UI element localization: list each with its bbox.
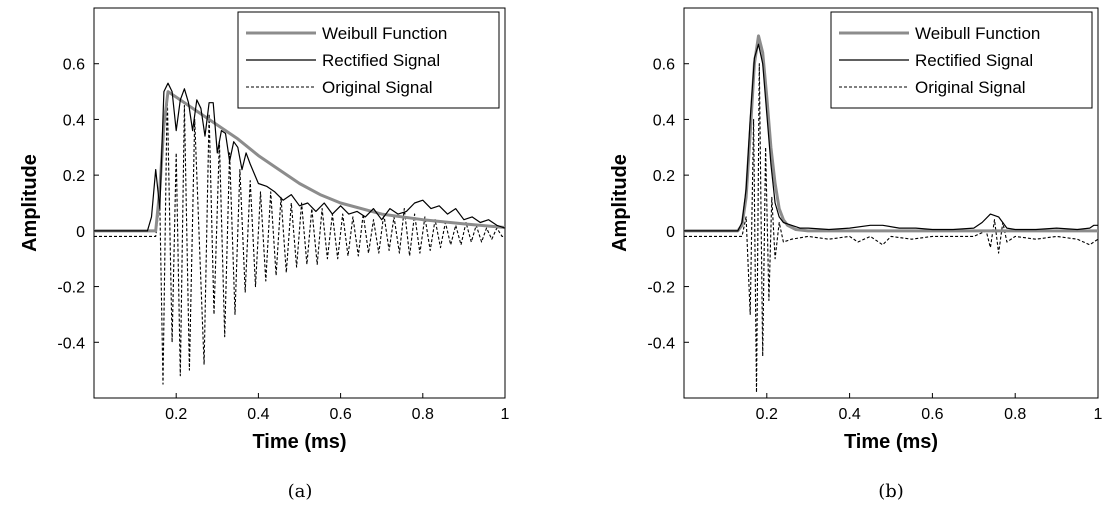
legend-label: Rectified Signal <box>915 51 1033 70</box>
legend: Weibull Function Rectified Signal Original… <box>237 11 500 109</box>
legend-label: Original Signal <box>915 78 1026 97</box>
y-tick-label: 0.2 <box>653 168 675 185</box>
series-line-rectified-signal <box>94 82 505 232</box>
y-tick-label: 0.4 <box>63 112 85 129</box>
y-tick-label: 0 <box>666 224 675 241</box>
series-line-original-signal <box>94 91 505 385</box>
chart-panel-b: 0.2 0.4 0.6 0.8 1 -0.4 -0.2 0 0.2 0.4 0.6 Time (ms)… <box>609 7 1103 502</box>
panel-caption: (a) <box>288 481 313 502</box>
y-axis-title: Amplitude <box>609 154 631 252</box>
y-tick-label: -0.2 <box>647 280 675 297</box>
y-tick-label: 0.2 <box>63 168 85 185</box>
series-group <box>94 82 505 385</box>
y-tick-label: -0.4 <box>647 335 675 352</box>
chart-panel-a: 0.2 0.4 0.6 0.8 1 -0.4 -0.2 0 0.2 0.4 0.6 Time (ms)… <box>19 7 510 502</box>
y-axis-title: Amplitude <box>19 154 41 252</box>
x-tick-label: 1 <box>501 406 510 423</box>
legend-label: Weibull Function <box>915 24 1040 43</box>
y-tick-label: -0.4 <box>57 335 85 352</box>
x-tick-label: 0.6 <box>329 406 351 423</box>
series-group <box>684 34 1098 393</box>
series-line-rectified-signal <box>684 43 1098 232</box>
legend: Weibull Function Rectified Signal Original… <box>830 11 1093 109</box>
x-tick-label: 0.2 <box>165 406 187 423</box>
y-tick-label: 0.6 <box>653 57 675 74</box>
x-tick-label: 1 <box>1094 406 1103 423</box>
x-tick-label: 0.4 <box>247 406 269 423</box>
x-axis-title: Time (ms) <box>252 431 346 453</box>
x-tick-label: 0.8 <box>412 406 434 423</box>
y-tick-label: -0.2 <box>57 280 85 297</box>
series-line-weibull-function <box>94 90 505 233</box>
panel-caption: (b) <box>878 481 904 502</box>
x-tick-label: 0.2 <box>756 406 778 423</box>
x-tick-label: 0.6 <box>921 406 943 423</box>
series-line-weibull-function <box>684 34 1098 233</box>
x-axis-title: Time (ms) <box>844 431 938 453</box>
y-tick-label: 0.6 <box>63 57 85 74</box>
y-tick-label: 0 <box>76 224 85 241</box>
y-tick-label: 0.4 <box>653 112 675 129</box>
legend-label: Original Signal <box>322 78 433 97</box>
x-tick-label: 0.8 <box>1004 406 1026 423</box>
series-line-original-signal <box>684 63 1098 393</box>
x-tick-label: 0.4 <box>838 406 860 423</box>
legend-label: Rectified Signal <box>322 51 440 70</box>
legend-label: Weibull Function <box>322 24 447 43</box>
